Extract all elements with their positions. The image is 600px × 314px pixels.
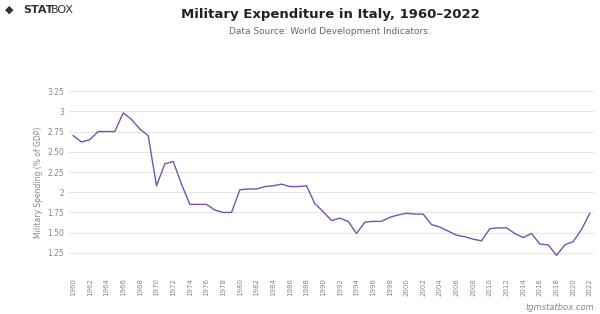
Text: Military Expenditure in Italy, 1960–2022: Military Expenditure in Italy, 1960–2022 <box>181 8 479 21</box>
Y-axis label: Military Spending (% of GDP): Military Spending (% of GDP) <box>34 127 43 238</box>
Text: STAT: STAT <box>23 5 53 15</box>
Text: ◆: ◆ <box>5 5 13 15</box>
Text: tgmstatbox.com: tgmstatbox.com <box>525 303 594 312</box>
Text: BOX: BOX <box>51 5 74 15</box>
Text: Data Source: World Development Indicators.: Data Source: World Development Indicator… <box>229 27 431 36</box>
